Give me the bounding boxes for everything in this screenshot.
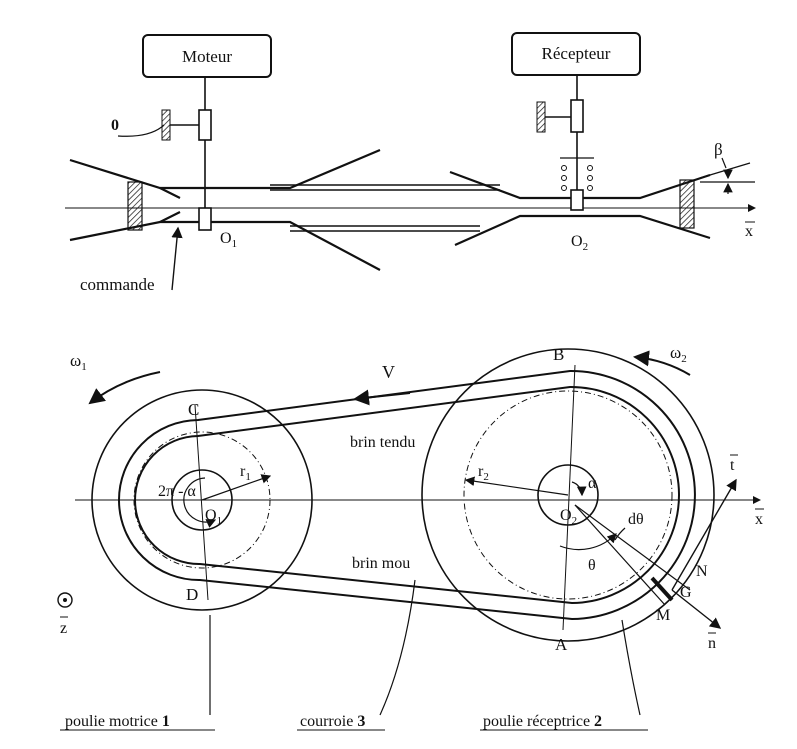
pulley-2-outer xyxy=(421,348,715,642)
radial-to-g xyxy=(574,504,691,591)
left-variable-pulley xyxy=(69,148,381,271)
dtheta-label: dθ xyxy=(628,511,644,528)
pulley-1-pitch xyxy=(133,431,271,569)
x-axis-top-label: x xyxy=(745,223,753,240)
belt-element xyxy=(650,576,674,602)
bottom-diagram: x ω1 ω2 V B C D A N G M brin t xyxy=(57,343,764,731)
pulley-1-outer xyxy=(91,389,313,611)
tight-strand-label: brin tendu xyxy=(350,434,415,451)
o1-top-label: O1 xyxy=(220,230,237,250)
motor-label: Moteur xyxy=(182,47,232,66)
command-arrow xyxy=(171,226,183,291)
omega1-arrow xyxy=(88,371,161,405)
o1-bottom-label: O1 xyxy=(205,507,222,527)
omega2-arrow xyxy=(633,350,691,376)
command-label: commande xyxy=(80,275,155,294)
radial-to-m xyxy=(574,504,666,606)
point-d-label: D xyxy=(186,585,198,604)
spring xyxy=(560,157,594,191)
t-vector xyxy=(671,478,737,591)
receiver-box xyxy=(511,32,641,76)
v-arrow xyxy=(353,389,411,406)
belt-leader xyxy=(379,579,416,716)
pulley-2-pitch xyxy=(463,390,673,600)
alpha-arc xyxy=(571,481,587,497)
point-m-label: M xyxy=(656,607,670,624)
frame-leader xyxy=(117,124,165,137)
point-g-label: G xyxy=(680,584,692,601)
omega1-label: ω1 xyxy=(70,351,87,373)
r1-line xyxy=(201,474,272,501)
point-a-label: A xyxy=(555,635,568,654)
point-c-label: C xyxy=(188,400,199,419)
belt-top xyxy=(270,184,500,232)
omega2-label: ω2 xyxy=(670,343,687,365)
frame-label: 0 xyxy=(111,117,119,134)
z-axis-symbol xyxy=(57,592,73,608)
r2-label: r2 xyxy=(478,463,489,483)
o2-hub xyxy=(570,189,584,211)
alpha-label: α xyxy=(588,475,597,492)
belt xyxy=(118,369,696,621)
o2-top-label: O2 xyxy=(571,233,588,253)
angle-2pi-arc xyxy=(183,477,217,528)
r2-line xyxy=(464,476,569,496)
point-n-label: N xyxy=(696,563,708,580)
pulley-1-hub xyxy=(171,469,233,531)
pulley2-leader xyxy=(621,619,641,716)
x-axis-bottom-label: x xyxy=(755,511,763,528)
o2-bottom-label: O2 xyxy=(560,507,577,527)
receiver-label: Récepteur xyxy=(542,44,611,63)
slack-strand-label: brin mou xyxy=(352,555,410,572)
right-bearing xyxy=(536,99,584,133)
t-label: t xyxy=(730,457,735,474)
motor-box xyxy=(142,34,272,78)
top-diagram: Moteur Récepteur 0 xyxy=(65,32,756,294)
left-bearing xyxy=(161,109,212,141)
pulley1-caption: poulie motrice 1 xyxy=(65,713,170,730)
point-b-label: B xyxy=(553,345,564,364)
belt-caption: courroie 3 xyxy=(300,713,365,730)
theta-arc xyxy=(559,533,617,551)
angle-2pi-label: 2π - α xyxy=(158,483,196,500)
n-vector xyxy=(671,589,722,629)
pulley2-caption: poulie réceptrice 2 xyxy=(483,713,602,730)
o1-hub xyxy=(198,207,212,231)
n-label: n xyxy=(708,635,716,652)
dtheta-arc xyxy=(614,527,626,541)
v-label: V xyxy=(382,362,395,382)
theta-label: θ xyxy=(588,557,596,574)
r1-label: r1 xyxy=(240,463,251,483)
beta-angle xyxy=(699,157,755,194)
beta-label: β xyxy=(714,140,723,159)
z-label: z xyxy=(60,620,67,637)
